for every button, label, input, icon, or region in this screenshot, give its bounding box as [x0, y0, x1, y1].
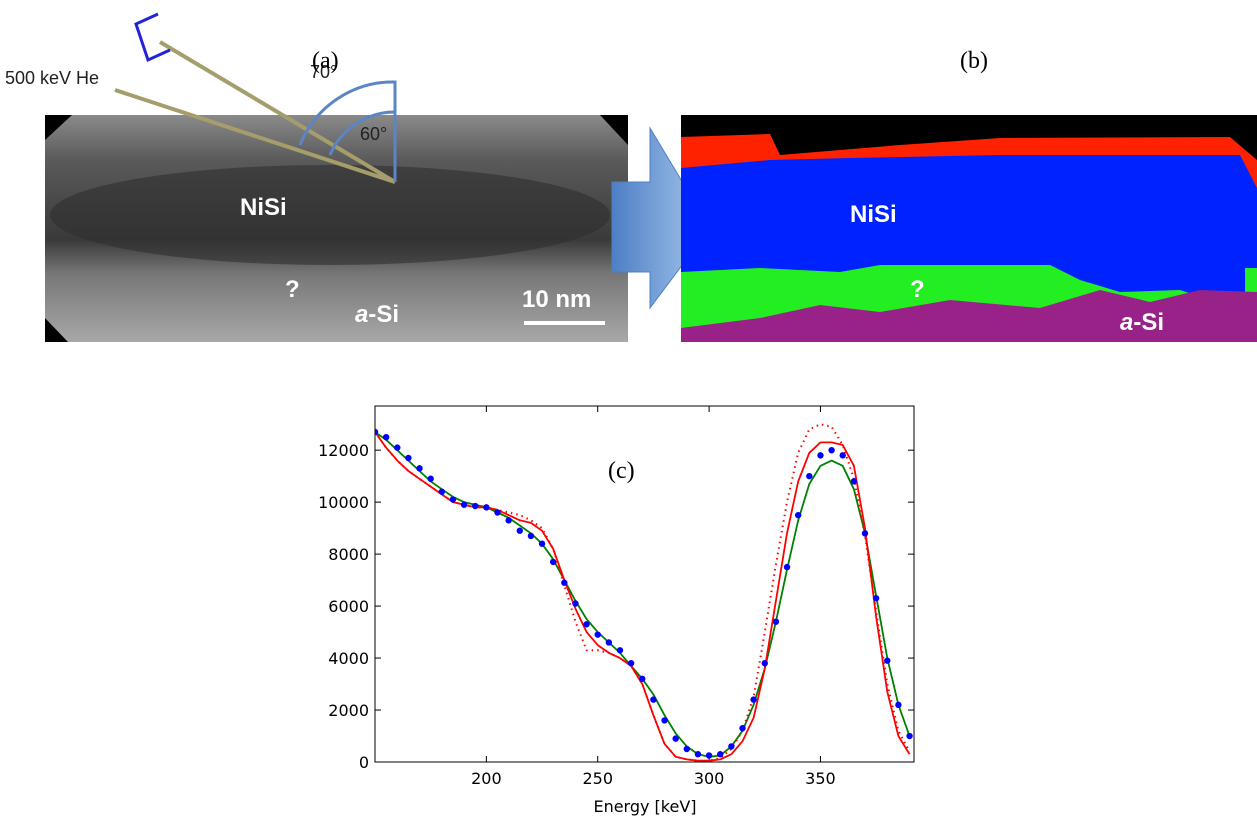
data-point [594, 631, 601, 638]
data-point [505, 517, 512, 524]
data-point [416, 465, 423, 472]
x-tick-label: 350 [805, 769, 836, 788]
arrow [611, 126, 711, 310]
annotation: (c) [608, 458, 635, 484]
panel-label: (b) [960, 48, 988, 74]
data-point [605, 639, 613, 646]
data-point [460, 501, 468, 508]
data-point [884, 657, 891, 664]
data-point [516, 527, 523, 534]
plot-frame [374, 405, 915, 763]
data-point [750, 696, 757, 703]
layer-label-italic: a [355, 301, 368, 328]
panel-b: NiSi ? a-Si (b) [681, 48, 1257, 342]
layer-label: NiSi [240, 194, 287, 221]
data-point [683, 745, 691, 753]
layer-label: NiSi [850, 201, 897, 228]
data-point [405, 454, 412, 462]
data-point [472, 502, 479, 510]
layer-label: ? [285, 276, 300, 303]
y-tick-label: 10000 [318, 493, 369, 512]
data-point [661, 717, 668, 724]
angle-arc [298, 80, 397, 182]
x-tick-label: 200 [471, 769, 502, 788]
x-axis-label: Energy [keV] [593, 797, 696, 816]
data-point [705, 752, 713, 759]
angle-arc [328, 110, 396, 156]
data-point [817, 452, 824, 459]
panel-label: (a) [312, 48, 339, 74]
data-point [438, 488, 446, 495]
data-point [839, 452, 846, 459]
y-tick-label: 8000 [328, 545, 369, 564]
data-point [906, 732, 913, 740]
y-tick-label: 6000 [328, 597, 369, 616]
data-point [828, 446, 835, 454]
data-point [806, 472, 813, 480]
data-point [794, 511, 802, 519]
x-tick-label: 250 [582, 769, 613, 788]
layer-label: a-Si [1120, 309, 1164, 336]
data-point [728, 743, 735, 750]
data-point [449, 496, 457, 503]
data-point [895, 701, 902, 709]
y-tick-label: 0 [359, 753, 369, 772]
angle-label: 60° [360, 124, 387, 144]
data-point [538, 540, 546, 547]
data-point [583, 621, 590, 628]
map-layer [681, 290, 1257, 342]
data-point [375, 428, 379, 436]
data-point [494, 509, 501, 516]
beam-line [158, 40, 397, 184]
data-point [872, 595, 880, 602]
data-point [672, 735, 679, 742]
y-tick-label: 2000 [328, 701, 369, 720]
detector [134, 12, 171, 63]
angle-label: 70° [310, 62, 337, 82]
data-point [639, 675, 646, 683]
data-point [694, 751, 702, 758]
data-point [650, 696, 657, 703]
tem-layer [50, 165, 610, 265]
series-line [375, 423, 911, 762]
layer-label-rest: -Si [1133, 309, 1164, 336]
data-point [717, 751, 724, 758]
y-tick-label: 12000 [318, 441, 369, 460]
chart: (c) Energy [keV] 0 2000 4000 6000 8000 10000 1… [318, 405, 915, 816]
data-point [549, 558, 557, 566]
data-point [627, 660, 635, 667]
layer-label-rest: -Si [368, 301, 399, 328]
data-point [483, 504, 490, 511]
data-point [761, 660, 768, 667]
beam-label: 500 keV He [5, 68, 99, 88]
data-point [394, 444, 401, 451]
data-point [427, 475, 434, 482]
data-point [861, 530, 869, 537]
beam-line [114, 88, 396, 184]
data-point [850, 478, 858, 485]
x-tick-label: 300 [694, 769, 725, 788]
y-tick-label: 4000 [328, 649, 369, 668]
data-point [572, 600, 579, 607]
series-line [375, 431, 911, 762]
data-point [739, 725, 746, 732]
layer-label: ? [910, 276, 925, 303]
panel-a: 500 keV He 70° 60° NiSi ? a-Si 10 nm (a) [5, 12, 628, 342]
data-point [772, 618, 780, 625]
scale-bar-label: 10 nm [522, 286, 591, 313]
data-point [616, 647, 624, 654]
data-point [382, 433, 390, 441]
data-point [561, 579, 568, 586]
layer-label: a-Si [355, 301, 399, 328]
data-point [527, 532, 535, 540]
series-line [375, 431, 911, 758]
layer-label-italic: a [1120, 309, 1133, 336]
data-point [783, 563, 791, 571]
